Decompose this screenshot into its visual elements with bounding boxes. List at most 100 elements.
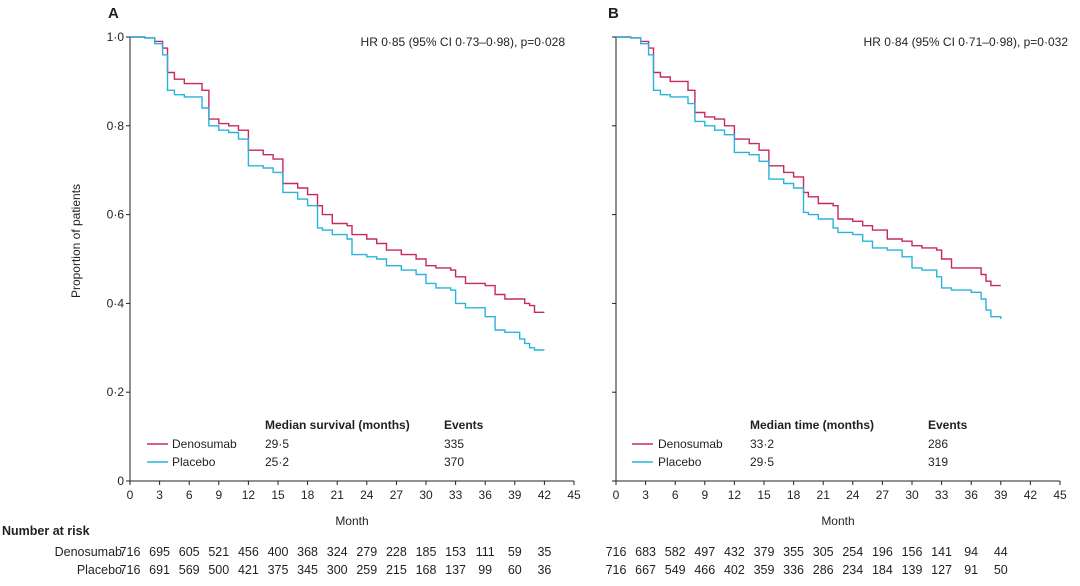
y-tick-label: 1·0 xyxy=(107,30,125,44)
x-tick-label: 42 xyxy=(538,488,552,502)
at-risk-a-denosumab: 368 xyxy=(297,545,318,559)
at-risk-a-denosumab: 111 xyxy=(476,545,495,559)
y-axis-label: Proportion of patients xyxy=(69,184,83,298)
at-risk-a-placebo: 60 xyxy=(508,563,522,577)
number-at-risk-table: Number at risk Denosumab Placebo 716 695 6… xyxy=(2,524,1008,577)
events-value-placebo: 370 xyxy=(444,455,464,469)
at-risk-b-denosumab: 94 xyxy=(964,545,978,559)
x-tick-label: 0 xyxy=(127,488,134,502)
at-risk-a-placebo: 345 xyxy=(297,563,318,577)
at-risk-b-denosumab: 497 xyxy=(694,545,715,559)
x-tick-label: 45 xyxy=(1053,488,1067,502)
at-risk-b-placebo: 336 xyxy=(783,563,804,577)
median-value-placebo: 25·2 xyxy=(265,455,289,469)
panel-letter-b: B xyxy=(608,5,619,22)
km-curve-placebo xyxy=(130,36,545,351)
x-tick-label: 15 xyxy=(757,488,771,502)
at-risk-b-denosumab: 716 xyxy=(606,545,627,559)
at-risk-a-denosumab: 400 xyxy=(268,545,289,559)
at-risk-a-placebo: 215 xyxy=(386,563,407,577)
y-tick-label: 0 xyxy=(117,474,124,488)
x-tick-label: 15 xyxy=(271,488,285,502)
hazard-ratio-annotation: HR 0·85 (95% CI 0·73–0·98), p=0·028 xyxy=(361,35,566,49)
at-risk-a-placebo: 99 xyxy=(478,563,492,577)
x-axis-label: Month xyxy=(821,514,854,528)
x-tick-label: 24 xyxy=(846,488,860,502)
x-tick-label: 39 xyxy=(994,488,1008,502)
x-tick-label: 21 xyxy=(817,488,831,502)
at-risk-a-denosumab: 456 xyxy=(238,545,259,559)
x-tick-label: 6 xyxy=(672,488,679,502)
at-risk-a-placebo: 716 xyxy=(120,563,141,577)
at-risk-a-denosumab: 324 xyxy=(327,545,348,559)
x-tick-label: 39 xyxy=(508,488,522,502)
hazard-ratio-annotation: HR 0·84 (95% CI 0·71–0·98), p=0·032 xyxy=(864,35,1069,49)
x-tick-label: 24 xyxy=(360,488,374,502)
at-risk-a-denosumab: 521 xyxy=(208,545,229,559)
legend-name-placebo: Placebo xyxy=(658,455,702,469)
median-value-denosumab: 33·2 xyxy=(750,437,774,451)
y-tick-label: 0·2 xyxy=(107,385,125,399)
x-tick-label: 12 xyxy=(242,488,256,502)
at-risk-a-placebo: 300 xyxy=(327,563,348,577)
at-risk-b-placebo: 466 xyxy=(694,563,715,577)
table-header-median: Median survival (months) xyxy=(265,418,410,432)
x-tick-label: 6 xyxy=(186,488,193,502)
at-risk-a-placebo: 168 xyxy=(416,563,437,577)
x-axis-label: Month xyxy=(335,514,368,528)
risk-label-denosumab: Denosumab xyxy=(55,545,122,559)
x-tick-label: 33 xyxy=(935,488,949,502)
legend-name-placebo: Placebo xyxy=(172,455,216,469)
y-tick-label: 0·8 xyxy=(107,119,125,133)
at-risk-a-denosumab: 228 xyxy=(386,545,407,559)
x-tick-label: 3 xyxy=(156,488,163,502)
x-tick-label: 0 xyxy=(613,488,620,502)
at-risk-a-placebo: 137 xyxy=(445,563,466,577)
panel-a: A00·20·40·60·81·00 3 6 9 12 15 18 21 24 27 30 33 36 3… xyxy=(69,5,581,528)
at-risk-a-denosumab: 35 xyxy=(537,545,551,559)
at-risk-a-placebo: 569 xyxy=(179,563,200,577)
at-risk-a-denosumab: 59 xyxy=(508,545,522,559)
events-value-denosumab: 286 xyxy=(928,437,948,451)
at-risk-b-denosumab: 254 xyxy=(842,545,863,559)
at-risk-b-denosumab: 141 xyxy=(931,545,952,559)
x-tick-label: 33 xyxy=(449,488,463,502)
risk-table-title: Number at risk xyxy=(2,524,90,538)
at-risk-b-denosumab: 156 xyxy=(902,545,923,559)
at-risk-b-placebo: 50 xyxy=(994,563,1008,577)
at-risk-a-denosumab: 605 xyxy=(179,545,200,559)
x-tick-label: 3 xyxy=(642,488,649,502)
panel-letter-a: A xyxy=(108,5,119,22)
at-risk-a-placebo: 375 xyxy=(268,563,289,577)
at-risk-b-placebo: 91 xyxy=(964,563,978,577)
at-risk-a-denosumab: 153 xyxy=(445,545,466,559)
x-tick-label: 18 xyxy=(787,488,801,502)
at-risk-a-denosumab: 279 xyxy=(356,545,377,559)
at-risk-a-placebo: 421 xyxy=(238,563,259,577)
x-tick-label: 21 xyxy=(331,488,345,502)
x-tick-label: 36 xyxy=(479,488,493,502)
at-risk-b-denosumab: 196 xyxy=(872,545,893,559)
x-tick-label: 27 xyxy=(390,488,404,502)
y-tick-label: 0·4 xyxy=(107,296,125,310)
events-value-placebo: 319 xyxy=(928,455,948,469)
at-risk-b-denosumab: 582 xyxy=(665,545,686,559)
at-risk-b-denosumab: 305 xyxy=(813,545,834,559)
at-risk-b-placebo: 549 xyxy=(665,563,686,577)
at-risk-b-placebo: 127 xyxy=(931,563,952,577)
at-risk-b-denosumab: 379 xyxy=(754,545,775,559)
legend-name-denosumab: Denosumab xyxy=(658,437,723,451)
at-risk-b-denosumab: 355 xyxy=(783,545,804,559)
km-curve-denosumab xyxy=(616,36,1001,287)
at-risk-b-denosumab: 683 xyxy=(635,545,656,559)
x-tick-label: 9 xyxy=(701,488,708,502)
events-value-denosumab: 335 xyxy=(444,437,464,451)
at-risk-a-placebo: 36 xyxy=(537,563,551,577)
median-value-denosumab: 29·5 xyxy=(265,437,289,451)
x-tick-label: 30 xyxy=(419,488,433,502)
at-risk-a-placebo: 691 xyxy=(149,563,170,577)
at-risk-b-denosumab: 432 xyxy=(724,545,745,559)
km-curve-denosumab xyxy=(130,36,545,313)
